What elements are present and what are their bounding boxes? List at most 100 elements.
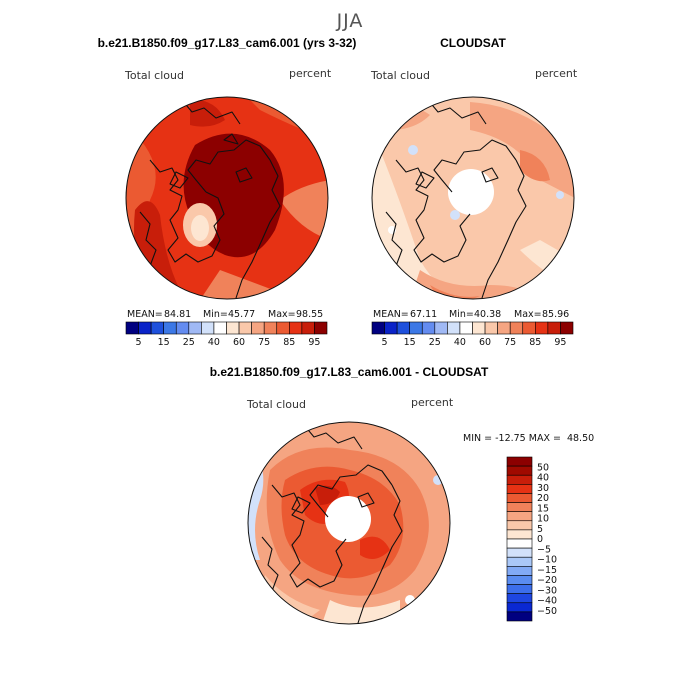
colorbar-swatch [506, 575, 533, 585]
colorbar-swatch [263, 321, 278, 335]
map-field-patch [450, 210, 460, 220]
map-boundary [371, 96, 575, 300]
colorbar-obs: 5 15 25 40 60 75 85 95 [371, 321, 574, 348]
colorbar-tick-label: 40 [454, 337, 466, 348]
coastline [169, 133, 253, 189]
colorbar-swatch [506, 465, 533, 476]
colorbar-swatch [238, 321, 252, 335]
map-field-greenland-low [191, 215, 209, 241]
coastline [481, 159, 527, 299]
colorbar-tick-label: −50 [537, 606, 557, 617]
colorbar-swatch [547, 321, 561, 335]
colorbar-swatch [163, 321, 177, 335]
colorbar-tick-label: 25 [183, 337, 195, 348]
colorbar-swatch [371, 321, 385, 335]
colorbar-swatch [560, 321, 574, 335]
min-value: 40.38 [474, 309, 501, 320]
colorbar-tick-label: 50 [537, 462, 549, 473]
colorbar-swatch [506, 493, 533, 503]
colorbar-swatch [509, 321, 524, 335]
map-boundary [247, 421, 451, 625]
colorbar-swatch [535, 321, 549, 335]
map-field-patch [556, 191, 564, 199]
colorbar-tick-label: 25 [429, 337, 441, 348]
colorbar-tick-label: 75 [504, 337, 516, 348]
variable-label: Total cloud [246, 398, 306, 411]
colorbar-swatch [213, 321, 227, 335]
map-field-high-core [315, 485, 340, 505]
colorbar-swatch [289, 321, 303, 335]
colorbar-tick-label: 10 [537, 514, 549, 525]
colorbar-swatch [506, 602, 533, 613]
colorbar-swatch [175, 321, 190, 335]
colorbar-swatch [434, 321, 448, 335]
colorbar-tick-label: 95 [308, 337, 320, 348]
max-label: Max= [514, 309, 542, 320]
coastline [309, 464, 393, 518]
colorbar-swatch [226, 321, 240, 335]
colorbar-tick-label: 15 [537, 503, 549, 514]
colorbar-swatch [506, 520, 533, 531]
variable-label: Total cloud [370, 69, 430, 82]
colorbar-tick-label: 30 [537, 483, 549, 494]
colorbar-swatch [396, 321, 410, 335]
polar-map-diff [248, 422, 450, 624]
coastline [187, 139, 271, 193]
map-field-high-core [190, 99, 225, 127]
colorbar-swatch [497, 321, 511, 335]
colorbar-swatch [506, 484, 533, 494]
colorbar-swatch [506, 511, 533, 522]
panel-model: b.e21.B1850.f09_g17.L83_cam6.001 (yrs 3-… [98, 36, 357, 348]
colorbar-tick-label: 20 [537, 493, 549, 504]
mean-label: MEAN= [127, 309, 163, 320]
map-field-high-core [360, 536, 390, 559]
minmax-text: MIN = -12.75 MAX = 48.50 [463, 433, 594, 444]
panel-diff: b.e21.B1850.f09_g17.L83_cam6.001 - CLOUD… [210, 365, 594, 625]
colorbar-swatch [384, 321, 398, 335]
coastline [427, 99, 487, 125]
coastlines-diff [261, 424, 403, 624]
colorbar-swatch [522, 321, 536, 335]
colorbar-tick-label: 5 [136, 337, 142, 348]
colorbar-tick-label: 85 [529, 337, 541, 348]
colorbar-swatch [138, 321, 152, 335]
colorbar-tick-label: −10 [537, 555, 557, 566]
mean-label: MEAN= [373, 309, 409, 320]
colorbar-swatch [506, 502, 533, 512]
panel-obs: CLOUDSAT Total cloud percent [370, 36, 578, 348]
coastline [303, 424, 363, 450]
colorbar-tick-label: 60 [233, 337, 245, 348]
colorbar-model: 5 15 25 40 60 75 85 95 [125, 321, 328, 348]
colorbar-swatch [506, 456, 533, 467]
map-field-patch [408, 145, 418, 155]
map-field-pole-hole [448, 169, 494, 215]
colorbar-tick-label: 85 [283, 337, 295, 348]
coastline [433, 139, 517, 193]
coastlines-model [139, 99, 281, 299]
map-field-low-band [372, 140, 470, 299]
units-label: percent [535, 67, 578, 80]
colorbar-swatch [506, 611, 533, 622]
panel-title: b.e21.B1850.f09_g17.L83_cam6.001 - CLOUD… [210, 365, 489, 379]
polar-map-model [126, 97, 328, 299]
map-field-pole-hole [325, 496, 371, 542]
figure-suptitle: JJA [336, 10, 364, 32]
colorbar-tick-label: 95 [554, 337, 566, 348]
coastline [415, 167, 499, 189]
coastline [291, 492, 375, 514]
colorbar-swatch [188, 321, 202, 335]
map-field-high-band [470, 102, 574, 198]
colorbar-swatch [484, 321, 498, 335]
variable-label: Total cloud [124, 69, 184, 82]
colorbar-swatch [301, 321, 315, 335]
max-value: 85.96 [542, 309, 569, 320]
coastlines-obs [385, 99, 527, 299]
colorbar-swatch [506, 584, 533, 594]
max-label: Max= [268, 309, 296, 320]
colorbar-swatch [201, 321, 215, 335]
colorbar-swatch [506, 474, 533, 485]
map-boundary [125, 96, 329, 300]
units-label: percent [289, 67, 332, 80]
colorbar-tick-label: 40 [208, 337, 220, 348]
